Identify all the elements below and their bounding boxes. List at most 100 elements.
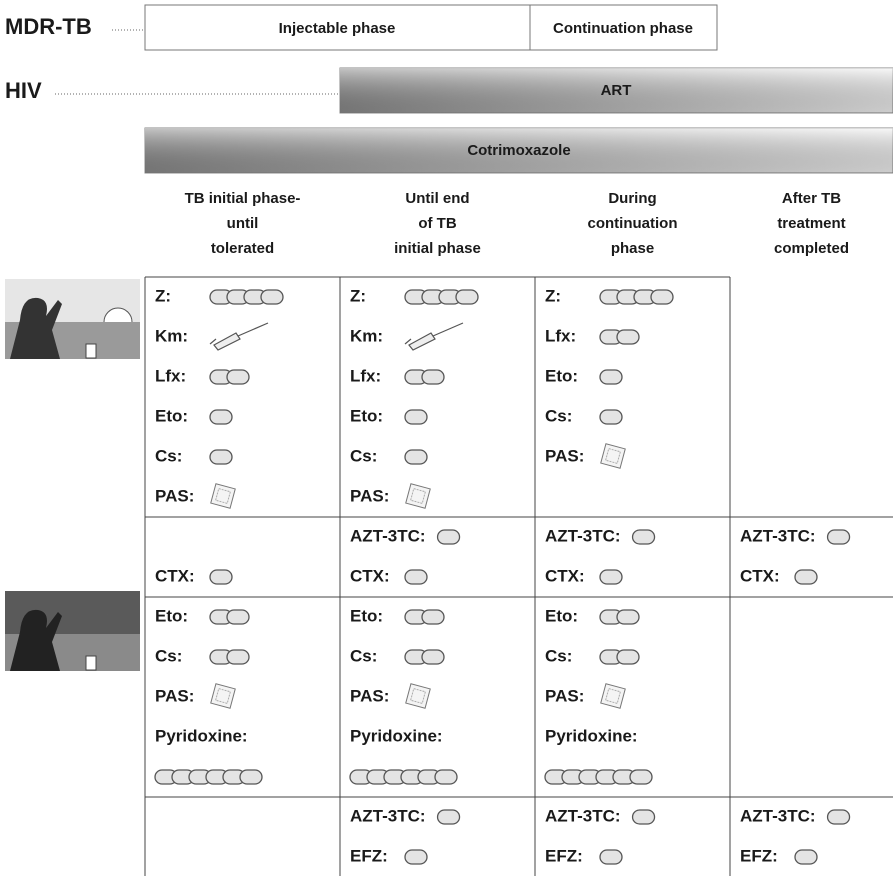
column-header: Until end — [405, 190, 469, 207]
art-label: ART — [601, 82, 632, 99]
mdr-box — [144, 4, 718, 51]
phase-label: Continuation phase — [553, 20, 693, 37]
drug-label: Lfx: — [545, 326, 576, 345]
pill — [436, 809, 461, 825]
pill — [260, 289, 284, 305]
drug-label: AZT-3TC: — [545, 806, 621, 825]
drug-label: PAS: — [155, 486, 194, 505]
drug-label: Z: — [350, 286, 366, 305]
ctx-label: Cotrimoxazole — [467, 142, 570, 159]
dose-icons — [405, 683, 431, 709]
pill — [421, 369, 445, 385]
drug-label: CTX: — [740, 566, 780, 585]
drug-label: Lfx: — [155, 366, 186, 385]
dose-icons — [600, 443, 626, 469]
ctx-shade — [145, 128, 893, 173]
sachet — [600, 683, 626, 709]
dose-icons — [209, 609, 250, 625]
dose-icons — [210, 483, 236, 509]
drug-label: Km: — [350, 326, 383, 345]
pill — [794, 849, 818, 865]
pill — [599, 409, 623, 425]
drug-label: Cs: — [350, 646, 377, 665]
drug-label: AZT-3TC: — [740, 806, 816, 825]
pill — [455, 289, 479, 305]
dose-icons — [599, 289, 674, 305]
pill — [650, 289, 674, 305]
drug-label: AZT-3TC: — [545, 526, 621, 545]
dose-icons — [209, 569, 233, 585]
syringe — [404, 322, 464, 351]
drug-label: Cs: — [350, 446, 377, 465]
drug-label: Cs: — [155, 646, 182, 665]
day-picture — [5, 279, 140, 359]
dose-icons — [209, 369, 250, 385]
drug-label: AZT-3TC: — [740, 526, 816, 545]
dose-icons — [404, 449, 428, 465]
dose-icons — [405, 483, 431, 509]
pill — [209, 569, 233, 585]
drug-label: Km: — [155, 326, 188, 345]
sachet — [405, 683, 431, 709]
pill — [826, 529, 851, 545]
drug-label: Z: — [545, 286, 561, 305]
pill — [436, 529, 461, 545]
sachet-inner — [605, 688, 621, 704]
phase-label: Injectable phase — [279, 20, 396, 37]
sachet-inner — [410, 488, 426, 504]
sachet-inner — [215, 488, 231, 504]
pill — [209, 449, 233, 465]
pill — [826, 809, 851, 825]
drug-label: EFZ: — [740, 846, 778, 865]
column-header: phase — [611, 240, 654, 257]
pill — [226, 609, 250, 625]
dose-icons — [826, 529, 851, 545]
pill — [599, 849, 623, 865]
dose-icons — [436, 809, 461, 825]
dose-icons — [600, 683, 626, 709]
sachet — [210, 683, 236, 709]
drug-label: Cs: — [545, 406, 572, 425]
drug-label: Eto: — [155, 406, 188, 425]
sachet — [600, 443, 626, 469]
syringe — [209, 322, 269, 351]
dose-icons — [599, 649, 640, 665]
dose-icons — [209, 409, 233, 425]
dose-icons — [209, 289, 284, 305]
drug-label: PAS: — [350, 686, 389, 705]
dose-icons — [404, 649, 445, 665]
dose-icons — [154, 769, 263, 785]
drug-label: Eto: — [545, 606, 578, 625]
drug-label: Eto: — [350, 606, 383, 625]
drug-label: AZT-3TC: — [350, 526, 426, 545]
dose-icons — [404, 569, 428, 585]
dose-icons — [599, 609, 640, 625]
pill — [226, 649, 250, 665]
pill — [404, 449, 428, 465]
dose-icons — [210, 683, 236, 709]
drug-label: CTX: — [155, 566, 195, 585]
dose-icons — [794, 849, 818, 865]
dose-icons — [631, 529, 656, 545]
column-header: treatment — [777, 215, 845, 232]
pill — [239, 769, 263, 785]
mdr-label: MDR-TB — [5, 14, 92, 39]
drug-label: Cs: — [545, 646, 572, 665]
column-header: of TB — [418, 215, 456, 232]
pill — [404, 409, 428, 425]
pill — [631, 809, 656, 825]
drug-label: Z: — [155, 286, 171, 305]
dose-icons — [599, 569, 623, 585]
pill — [209, 409, 233, 425]
pill — [616, 329, 640, 345]
drug-label: PAS: — [155, 686, 194, 705]
drug-label: CTX: — [350, 566, 390, 585]
column-header: completed — [774, 240, 849, 257]
dose-icons — [404, 289, 479, 305]
dose-icons — [209, 449, 233, 465]
drug-label: PAS: — [350, 486, 389, 505]
column-header: until — [227, 215, 259, 232]
drug-label: Lfx: — [350, 366, 381, 385]
dose-icons — [404, 369, 445, 385]
